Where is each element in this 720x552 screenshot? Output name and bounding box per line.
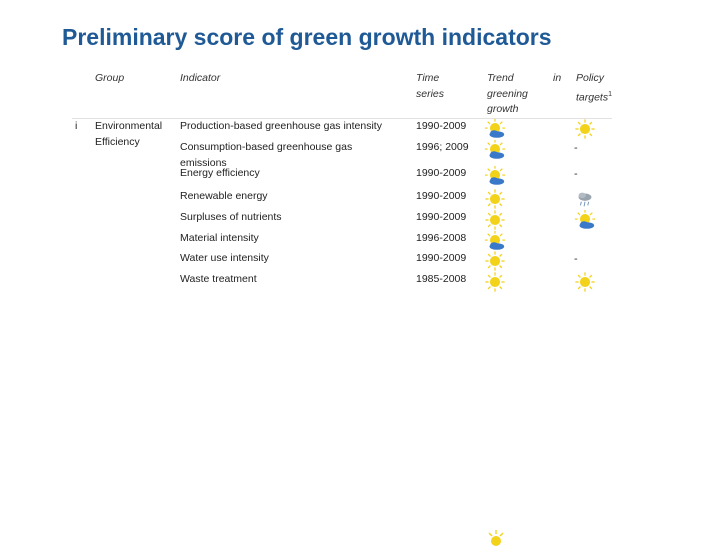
header-group: Group	[95, 72, 125, 84]
time-series-value: 1990-2009	[416, 167, 467, 179]
header-time-series-line: Time	[416, 72, 440, 84]
indicator-name: Water use intensity	[180, 252, 269, 264]
sun-cloud-icon	[484, 139, 506, 159]
header-policy: Policy targets1	[576, 71, 612, 106]
sun-icon	[485, 210, 505, 230]
sun-icon	[485, 272, 505, 292]
sun-icon	[575, 272, 595, 292]
time-series-value: 1985-2008	[416, 273, 467, 285]
time-series-value: 1996; 2009	[416, 141, 469, 153]
header-policy-line: targets1	[576, 87, 612, 106]
sun-icon	[575, 119, 595, 139]
header-policy-line: Policy	[576, 72, 605, 84]
page-title: Preliminary score of green growth indica…	[62, 24, 552, 50]
indicator-name: Material intensity	[180, 232, 259, 244]
header-policy-text: targets	[576, 91, 609, 103]
header-divider	[72, 118, 612, 119]
indicator-name: Renewable energy	[180, 190, 268, 202]
time-series-value: 1990-2009	[416, 120, 467, 132]
sun-icon	[488, 530, 504, 546]
sun-icon	[485, 251, 505, 271]
policy-dash: -	[574, 142, 578, 154]
policy-dash: -	[574, 253, 578, 265]
time-series-value: 1990-2009	[416, 252, 467, 264]
cloud-icon	[578, 192, 592, 207]
header-time-series-line: series	[416, 87, 445, 100]
header-indicator: Indicator	[180, 72, 221, 84]
group-number: i	[75, 120, 78, 132]
indicator-name: Production-based greenhouse gas intensit…	[180, 120, 382, 132]
time-series-value: 1990-2009	[416, 211, 467, 223]
policy-dash: -	[574, 168, 578, 180]
time-series-value: 1990-2009	[416, 190, 467, 202]
header-policy-footnote: 1	[608, 90, 613, 98]
sun-cloud-icon	[574, 209, 596, 229]
header-time-series: Time series	[416, 71, 444, 102]
sun-cloud-icon	[484, 165, 506, 185]
sun-cloud-icon	[484, 230, 506, 250]
indicator-name: Energy efficiency	[180, 167, 260, 179]
group-name: Efficiency	[95, 136, 140, 148]
time-series-value: 1996-2008	[416, 232, 467, 244]
header-trend: Trend greening growth	[487, 71, 528, 118]
header-trend-line: greening	[487, 87, 528, 100]
header-trend-line: Trend	[487, 72, 514, 84]
header-trend-line: growth	[487, 103, 519, 115]
indicator-name: Consumption-based greenhouse gas emissio…	[180, 141, 353, 166]
sun-icon	[485, 189, 505, 209]
indicator-name: Surpluses of nutrients	[180, 211, 282, 223]
indicator-name: Waste treatment	[180, 273, 257, 285]
header-in: in	[553, 72, 562, 84]
sun-cloud-icon	[484, 118, 506, 138]
group-name: Environmental	[95, 120, 163, 132]
